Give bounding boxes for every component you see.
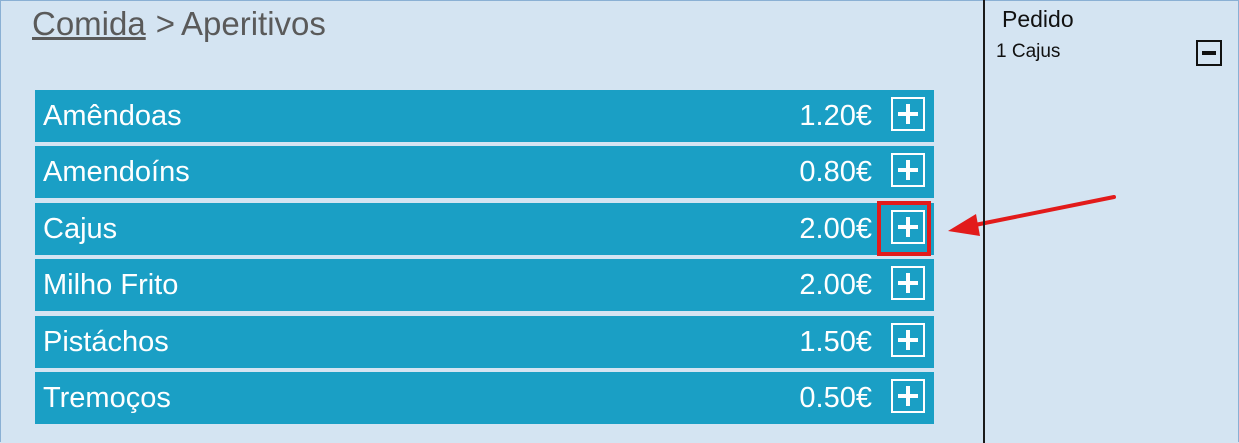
plus-icon bbox=[898, 329, 918, 350]
plus-icon bbox=[898, 385, 918, 406]
item-name: Amendoíns bbox=[43, 156, 190, 189]
menu-list: Amêndoas 1.20€ Amendoíns 0.80€ Cajus 2.0… bbox=[35, 90, 934, 428]
item-name: Amêndoas bbox=[43, 100, 182, 132]
order-panel: Pedido 1 Cajus bbox=[986, 0, 1239, 443]
menu-item-pistachos: Pistáchos 1.50€ bbox=[35, 315, 934, 368]
minus-icon bbox=[1202, 51, 1216, 55]
pointer-arrow-icon bbox=[948, 195, 1116, 236]
item-name: Pistáchos bbox=[43, 325, 169, 358]
add-tremocos-button[interactable] bbox=[891, 378, 925, 413]
breadcrumb-separator: > bbox=[155, 5, 175, 42]
plus-icon bbox=[898, 104, 918, 124]
order-line-item: 1 Cajus bbox=[996, 41, 1061, 62]
remove-cajus-button[interactable] bbox=[1196, 40, 1222, 66]
plus-icon bbox=[898, 160, 918, 181]
add-pistachos-button[interactable] bbox=[891, 322, 925, 357]
item-price: 0.50€ bbox=[799, 381, 872, 414]
order-title: Pedido bbox=[1002, 6, 1074, 32]
item-price: 1.20€ bbox=[799, 100, 872, 132]
breadcrumb-current: Aperitivos bbox=[181, 5, 326, 42]
highlight-box bbox=[877, 201, 931, 256]
breadcrumb: Comida > Aperitivos bbox=[32, 4, 326, 44]
item-name: Cajus bbox=[43, 212, 118, 245]
item-name: Tremoços bbox=[43, 381, 171, 414]
add-amendoas-button[interactable] bbox=[891, 97, 925, 131]
plus-icon bbox=[898, 216, 918, 237]
breadcrumb-link-comida[interactable]: Comida bbox=[32, 5, 146, 42]
menu-item-amendoas: Amêndoas 1.20€ bbox=[35, 90, 934, 142]
item-price: 0.80€ bbox=[799, 156, 872, 189]
menu-item-amendoins: Amendoíns 0.80€ bbox=[35, 146, 934, 199]
menu-item-cajus: Cajus 2.00€ bbox=[35, 202, 934, 255]
add-amendoins-button[interactable] bbox=[891, 153, 925, 188]
panel-divider bbox=[983, 0, 985, 443]
item-price: 2.00€ bbox=[799, 212, 872, 245]
menu-item-milho-frito: Milho Frito 2.00€ bbox=[35, 259, 934, 312]
item-price: 2.00€ bbox=[799, 269, 872, 302]
add-milho-frito-button[interactable] bbox=[891, 266, 925, 301]
plus-icon bbox=[898, 273, 918, 294]
add-cajus-button[interactable] bbox=[891, 209, 925, 244]
item-name: Milho Frito bbox=[43, 269, 179, 302]
item-price: 1.50€ bbox=[799, 325, 872, 358]
menu-item-tremocos: Tremoços 0.50€ bbox=[35, 371, 934, 424]
